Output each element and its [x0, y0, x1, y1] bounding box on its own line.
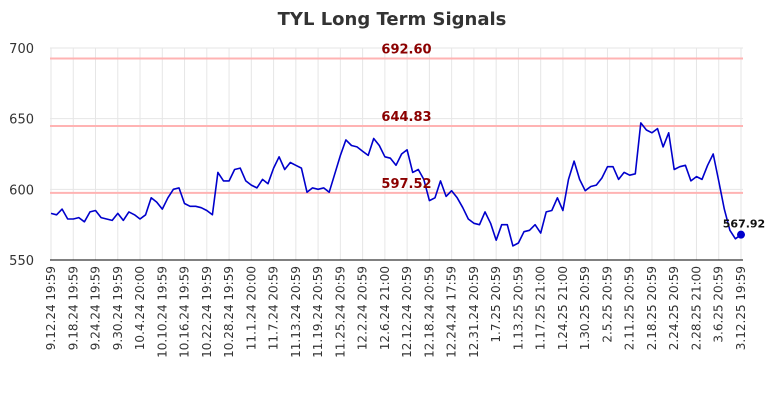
- x-tick-label: 9.12.24 19:59: [44, 266, 58, 350]
- x-tick-label: 9.30.24 19:59: [111, 266, 125, 350]
- grid-lines: [50, 47, 743, 260]
- x-tick-label: 12.31.24 20:59: [467, 266, 481, 358]
- y-tick-label: 550: [9, 254, 34, 269]
- x-tick-label: 3.6.25 20:59: [712, 266, 726, 343]
- x-tick-label: 1.17.25 21:00: [534, 266, 548, 350]
- x-tick-label: 10.4.24 20:00: [133, 266, 147, 350]
- reference-line-label: 644.83: [381, 110, 431, 125]
- x-tick-label: 10.10.24 19:59: [155, 266, 169, 358]
- reference-lines: [50, 57, 743, 194]
- x-tick-label: 1.30.25 20:59: [578, 266, 592, 350]
- x-tick-label: 12.12.24 20:59: [400, 266, 414, 358]
- x-tick-label: 10.22.24 19:59: [200, 266, 214, 358]
- x-tick-label: 12.24.24 17:59: [445, 266, 459, 358]
- x-tick-label: 12.18.24 20:59: [422, 266, 436, 358]
- x-tick-label: 11.13.24 20:59: [289, 266, 303, 358]
- x-tick-label: 1.7.25 20:59: [489, 266, 503, 343]
- chart-title: TYL Long Term Signals: [278, 9, 507, 30]
- x-tick-label: 2.24.25 20:59: [667, 266, 681, 350]
- x-tick-label: 10.16.24 19:59: [178, 266, 192, 358]
- x-tick-label: 3.12.25 19:59: [734, 266, 748, 350]
- y-tick-label: 600: [9, 183, 34, 198]
- x-tick-label: 10.28.24 19:59: [222, 266, 236, 358]
- series-layer: [50, 122, 745, 247]
- reference-line-label: 597.52: [381, 177, 431, 192]
- x-tick-label: 11.7.24 20:59: [267, 266, 281, 350]
- last-point-marker: [737, 230, 745, 239]
- x-tick-label: 12.2.24 20:59: [356, 266, 370, 350]
- x-tick-label: 11.25.24 20:59: [333, 266, 347, 358]
- x-tick-label: 11.19.24 20:59: [311, 266, 325, 358]
- axes: 550 600 650 700 9.12.24 19:59 9.18.24 19:59 9.…: [9, 42, 748, 358]
- x-tick-label: 2.28.25 21:00: [689, 266, 703, 350]
- labels: 692.60 644.83 597.52 567.92: [381, 42, 765, 230]
- reference-line-label: 692.60: [381, 42, 431, 57]
- price-line: [50, 122, 742, 247]
- last-value-label: 567.92: [723, 218, 765, 231]
- x-tick-label: 9.24.24 19:59: [89, 266, 103, 350]
- x-tick-label: 11.1.24 20:00: [244, 266, 258, 350]
- x-tick-label: 12.6.24 21:00: [378, 266, 392, 350]
- x-tick-label: 1.13.25 20:59: [511, 266, 525, 350]
- y-tick-label: 700: [9, 42, 34, 57]
- x-tick-label: 2.5.25 20:59: [600, 266, 614, 343]
- y-tick-label: 650: [9, 113, 34, 128]
- x-tick-label: 1.24.25 21:00: [556, 266, 570, 350]
- x-tick-label: 2.11.25 20:59: [623, 266, 637, 350]
- x-tick-label: 9.18.24 19:59: [66, 266, 80, 350]
- x-tick-label: 2.18.25 20:59: [645, 266, 659, 350]
